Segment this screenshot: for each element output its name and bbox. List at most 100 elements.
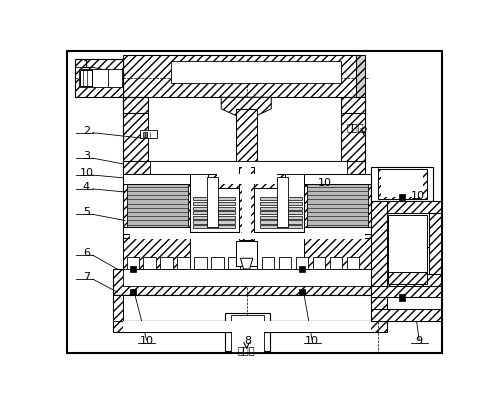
Bar — [299, 266, 305, 272]
Bar — [193, 225, 235, 229]
Bar — [260, 225, 302, 229]
Bar — [127, 257, 139, 269]
Polygon shape — [123, 98, 148, 113]
Bar — [245, 257, 257, 269]
Polygon shape — [123, 56, 364, 103]
Polygon shape — [371, 202, 387, 286]
Polygon shape — [304, 175, 371, 233]
Bar — [208, 175, 285, 189]
Bar — [143, 133, 147, 137]
Text: 7: 7 — [83, 271, 90, 281]
Bar — [81, 71, 92, 87]
Bar — [279, 257, 291, 269]
Bar — [260, 212, 302, 215]
Bar — [260, 216, 302, 219]
Polygon shape — [371, 309, 441, 321]
Polygon shape — [388, 272, 427, 285]
Bar — [193, 212, 235, 215]
Polygon shape — [429, 213, 441, 275]
Polygon shape — [123, 98, 365, 167]
Bar — [347, 257, 359, 269]
Text: 燃气出: 燃气出 — [238, 344, 255, 354]
Bar — [242, 167, 251, 236]
Polygon shape — [123, 239, 190, 269]
Bar — [140, 131, 158, 139]
Bar — [79, 70, 109, 88]
Bar — [313, 257, 325, 269]
Polygon shape — [371, 167, 433, 202]
Polygon shape — [371, 202, 441, 321]
Bar — [239, 167, 254, 240]
Bar — [388, 216, 427, 272]
Bar — [211, 257, 224, 269]
Text: 燃气进: 燃气进 — [347, 122, 364, 132]
Bar — [123, 233, 371, 240]
Text: 5: 5 — [83, 207, 90, 217]
Bar — [217, 175, 277, 184]
Bar — [228, 257, 241, 269]
Polygon shape — [378, 170, 427, 199]
Bar — [231, 316, 263, 352]
Bar — [207, 177, 218, 227]
Bar — [123, 175, 190, 184]
Polygon shape — [113, 296, 123, 321]
Bar — [304, 227, 371, 235]
Polygon shape — [75, 60, 123, 98]
Bar — [161, 257, 173, 269]
Bar — [260, 207, 302, 210]
Polygon shape — [304, 239, 371, 269]
Bar — [260, 221, 302, 224]
Bar — [177, 257, 190, 269]
Bar — [304, 175, 371, 184]
Polygon shape — [371, 286, 441, 298]
Bar — [399, 195, 405, 201]
Polygon shape — [387, 275, 441, 286]
Bar — [330, 257, 342, 269]
Bar — [148, 98, 340, 167]
Bar — [260, 203, 302, 206]
Bar — [127, 177, 188, 229]
Text: 10: 10 — [80, 168, 93, 178]
Bar — [236, 242, 257, 266]
Bar — [193, 203, 235, 206]
Bar — [144, 257, 156, 269]
Polygon shape — [340, 98, 365, 113]
Bar — [277, 177, 288, 227]
Bar — [190, 239, 304, 269]
Text: 10: 10 — [411, 190, 424, 200]
Polygon shape — [387, 202, 441, 213]
Text: 10: 10 — [305, 335, 319, 345]
Polygon shape — [221, 98, 271, 121]
Text: 2: 2 — [83, 126, 90, 135]
Text: 10: 10 — [140, 335, 154, 345]
Text: 6: 6 — [83, 247, 90, 257]
Text: 10: 10 — [318, 178, 332, 188]
Bar — [225, 313, 270, 352]
Bar — [194, 257, 207, 269]
Text: 9: 9 — [415, 335, 422, 345]
Bar — [193, 221, 235, 224]
Bar — [123, 269, 371, 286]
Polygon shape — [113, 321, 387, 332]
Polygon shape — [113, 296, 387, 321]
Bar — [123, 227, 190, 235]
Bar — [130, 233, 365, 239]
Bar — [130, 266, 136, 272]
Bar — [130, 289, 136, 296]
Polygon shape — [356, 56, 365, 103]
Bar — [193, 207, 235, 210]
Bar — [262, 257, 274, 269]
Text: 3: 3 — [83, 151, 90, 161]
Polygon shape — [123, 175, 190, 233]
Text: 4: 4 — [83, 181, 90, 191]
Bar — [260, 198, 302, 201]
Polygon shape — [113, 269, 387, 296]
Bar — [208, 179, 217, 225]
Polygon shape — [123, 162, 365, 175]
Bar — [381, 171, 423, 197]
Bar — [193, 198, 235, 201]
Bar — [299, 289, 305, 296]
Bar — [307, 177, 368, 229]
Bar — [108, 70, 122, 88]
Bar — [190, 175, 304, 233]
